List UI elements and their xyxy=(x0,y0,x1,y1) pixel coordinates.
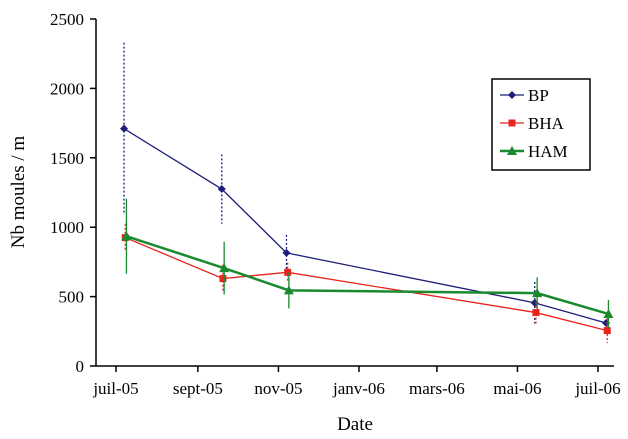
data-point xyxy=(532,288,543,298)
data-point xyxy=(283,285,294,295)
y-ticks: 0 500 1000 1500 2000 2500 xyxy=(50,10,96,376)
y-tick-label: 500 xyxy=(59,288,85,307)
y-tick-label: 1000 xyxy=(50,218,84,237)
x-tick-label: nov-05 xyxy=(254,379,302,398)
y-tick-label: 2500 xyxy=(50,10,84,29)
data-point xyxy=(120,124,129,133)
data-point xyxy=(603,327,611,335)
x-tick-label: janv-06 xyxy=(332,379,385,398)
series-line xyxy=(124,237,608,332)
y-axis-title: Nb moules / m xyxy=(8,136,29,249)
legend-item-ham: HAM xyxy=(500,142,568,161)
legend-label: BP xyxy=(528,86,549,105)
legend-items: BP BHA HAM xyxy=(500,86,568,161)
data-point xyxy=(532,309,540,317)
plot-area xyxy=(95,19,614,367)
data-point xyxy=(282,248,291,257)
series-layer xyxy=(120,42,614,344)
data-point xyxy=(603,308,614,318)
x-ticks: juil-05 sept-05 nov-05 janv-06 mars-06 mai-06… xyxy=(92,366,621,398)
legend-label: HAM xyxy=(528,142,568,161)
x-tick-label: mai-06 xyxy=(493,379,541,398)
data-point xyxy=(219,275,227,283)
x-tick-label: juil-06 xyxy=(574,379,620,398)
legend-marker xyxy=(508,91,516,99)
series-ham xyxy=(121,198,614,328)
data-point xyxy=(284,268,292,276)
legend-marker xyxy=(507,146,517,155)
x-tick-label: juil-05 xyxy=(92,379,138,398)
x-tick-label: mars-06 xyxy=(409,379,465,398)
x-tick-label: sept-05 xyxy=(173,379,223,398)
y-tick-label: 1500 xyxy=(50,149,84,168)
x-axis-title: Date xyxy=(337,414,373,435)
legend-marker xyxy=(508,119,516,127)
legend-item-bha: BHA xyxy=(500,114,565,133)
legend: BP BHA HAM xyxy=(491,78,591,171)
data-point xyxy=(219,263,230,273)
y-tick-label: 2000 xyxy=(50,79,84,98)
legend-item-bp: BP xyxy=(500,86,549,105)
data-point xyxy=(217,185,226,194)
data-point xyxy=(121,231,132,241)
legend-label: BHA xyxy=(528,114,565,133)
y-tick-label: 0 xyxy=(76,357,85,376)
